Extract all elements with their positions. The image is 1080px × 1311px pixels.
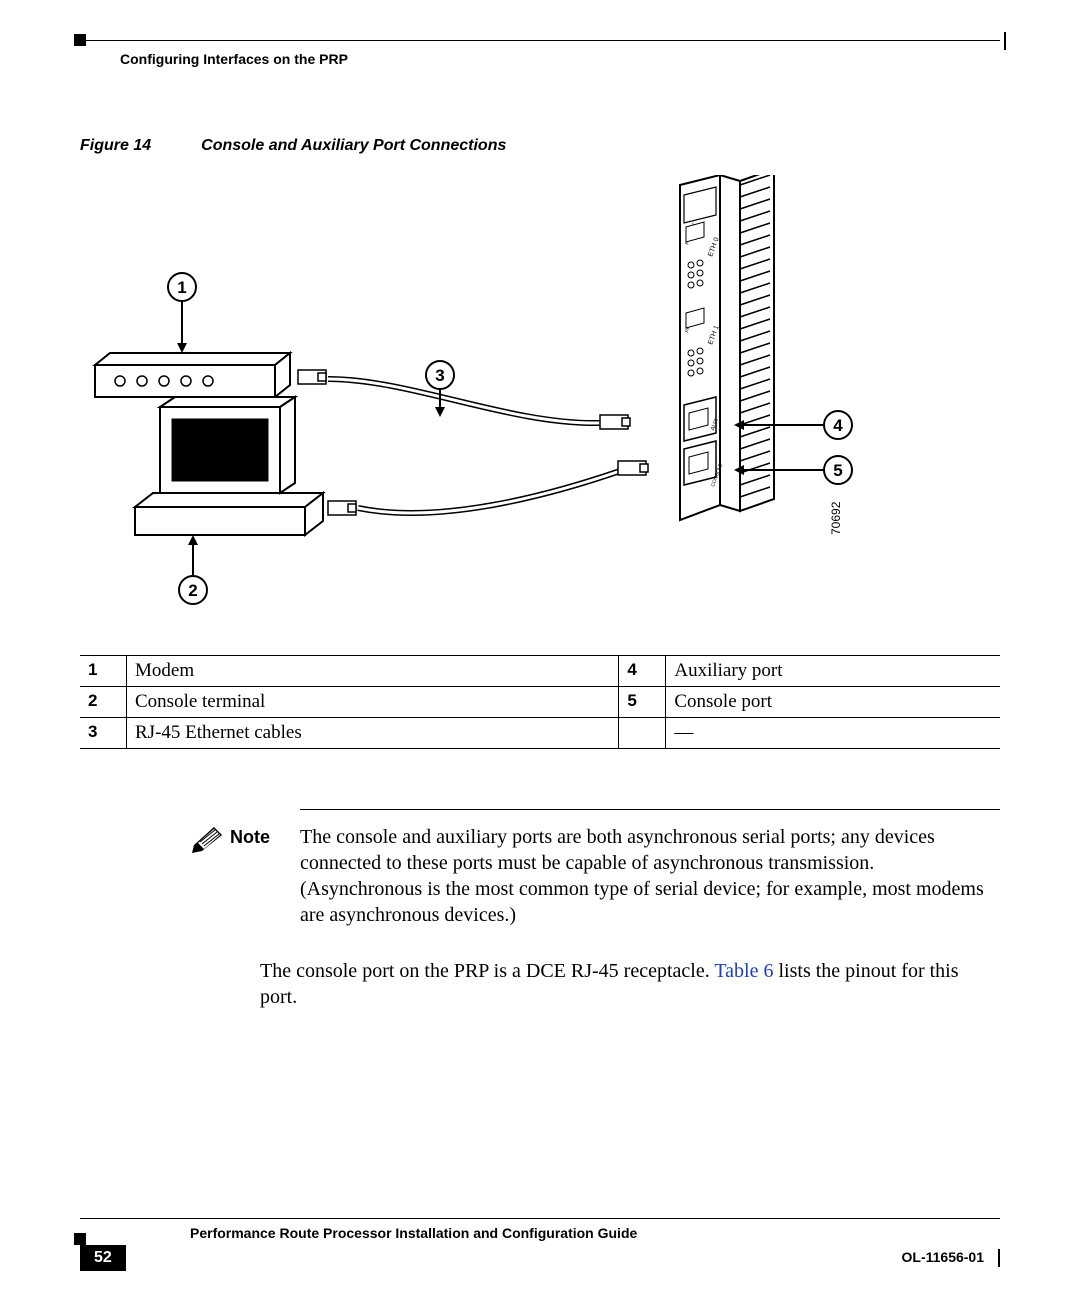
para-text-a: The console port on the PRP is a DCE RJ-… <box>260 960 714 982</box>
diagram-cables <box>298 370 648 515</box>
legend-table: 1 Modem 4 Auxiliary port 2 Console termi… <box>80 655 1000 749</box>
svg-text:3: 3 <box>435 366 444 385</box>
header-section-title: Configuring Interfaces on the PRP <box>80 49 1000 67</box>
table-row: 2 Console terminal 5 Console port <box>80 687 1000 718</box>
diagram-svg: 1 2 <box>80 175 900 615</box>
diagram-callout-2: 2 <box>179 535 207 604</box>
legend-desc: — <box>666 718 1000 749</box>
note-block: Note The console and auxiliary ports are… <box>190 809 1000 928</box>
diagram-modem <box>95 353 290 397</box>
svg-text:1: 1 <box>177 278 186 297</box>
footer-marker <box>74 1233 86 1245</box>
note-text: The console and auxiliary ports are both… <box>300 809 1000 928</box>
legend-desc: Modem <box>127 656 619 687</box>
svg-text:5: 5 <box>833 461 842 480</box>
diagram-callout-4: 4 <box>734 411 852 439</box>
page-number: 52 <box>80 1245 126 1271</box>
diagram-terminal <box>135 397 323 535</box>
svg-text:4: 4 <box>833 416 843 435</box>
note-label: Note <box>230 827 270 847</box>
diagram-callout-1: 1 <box>168 273 196 353</box>
diagram-ref-number: 70692 <box>829 501 843 535</box>
diagram-callout-5: 5 <box>734 456 852 484</box>
figure-title-text: Console and Auxiliary Port Connections <box>201 137 506 155</box>
doc-id: OL-11656-01 <box>902 1249 985 1265</box>
footer-right-mark <box>998 1249 1000 1267</box>
figure-label: Figure 14 <box>80 137 151 155</box>
legend-num: 4 <box>619 656 666 687</box>
header-rule: Configuring Interfaces on the PRP <box>80 40 1000 67</box>
header-marker-right <box>1004 32 1006 50</box>
diagram-callout-3: 3 <box>426 361 454 417</box>
legend-desc: Auxiliary port <box>666 656 1000 687</box>
legend-desc: Console terminal <box>127 687 619 718</box>
legend-desc: Console port <box>666 687 1000 718</box>
diagram-faceplate: ETH 0 PRIMARY ETH 1 PRIMARY <box>680 175 774 520</box>
table-link[interactable]: Table 6 <box>714 960 773 982</box>
footer-guide-title: Performance Route Processor Installation… <box>80 1225 1000 1241</box>
figure-diagram: 1 2 <box>80 175 1000 615</box>
legend-num: 2 <box>80 687 127 718</box>
footer: Performance Route Processor Installation… <box>80 1218 1000 1271</box>
table-row: 3 RJ-45 Ethernet cables — <box>80 718 1000 749</box>
legend-num: 3 <box>80 718 127 749</box>
note-icon <box>190 809 230 858</box>
legend-num <box>619 718 666 749</box>
header-marker-left <box>74 34 86 46</box>
legend-num: 1 <box>80 656 127 687</box>
legend-desc: RJ-45 Ethernet cables <box>127 718 619 749</box>
body-paragraph: The console port on the PRP is a DCE RJ-… <box>260 958 1000 1010</box>
table-row: 1 Modem 4 Auxiliary port <box>80 656 1000 687</box>
svg-text:2: 2 <box>188 581 197 600</box>
legend-num: 5 <box>619 687 666 718</box>
figure-caption: Figure 14 Console and Auxiliary Port Con… <box>80 137 1000 155</box>
